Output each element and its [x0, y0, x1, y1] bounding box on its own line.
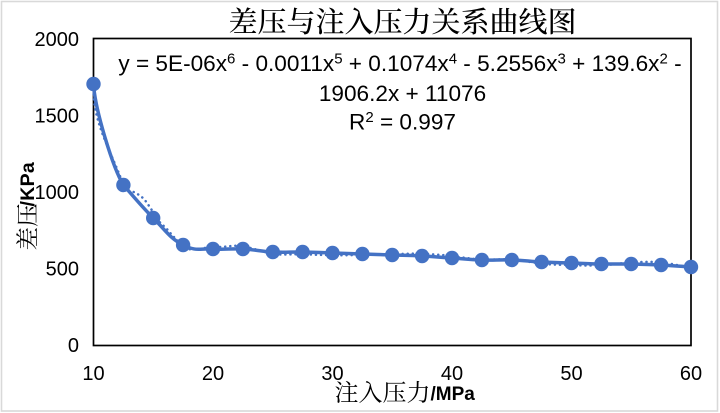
svg-text:50: 50 — [560, 363, 582, 385]
svg-text:/MPa: /MPa — [431, 384, 476, 405]
svg-text:1906.2x + 11076: 1906.2x + 11076 — [319, 81, 486, 106]
svg-text:R2​ = 0.997: R2​ = 0.997 — [349, 109, 456, 135]
svg-text:2000: 2000 — [35, 29, 80, 51]
svg-text:1000: 1000 — [35, 182, 80, 204]
svg-text:500: 500 — [46, 259, 79, 281]
svg-text:/KPa: /KPa — [17, 162, 39, 207]
svg-text:10: 10 — [82, 363, 104, 385]
svg-text:0: 0 — [68, 335, 79, 357]
svg-text:40: 40 — [441, 363, 463, 385]
svg-text:y = 5E-06x6​ - 0.0011x5​ + 0.1: y = 5E-06x6​ - 0.0011x5​ + 0.1074x4​ - 5… — [118, 51, 681, 77]
svg-text:1500: 1500 — [35, 105, 80, 127]
svg-text:30: 30 — [321, 363, 343, 385]
svg-text:20: 20 — [202, 363, 224, 385]
svg-text:60: 60 — [680, 363, 702, 385]
